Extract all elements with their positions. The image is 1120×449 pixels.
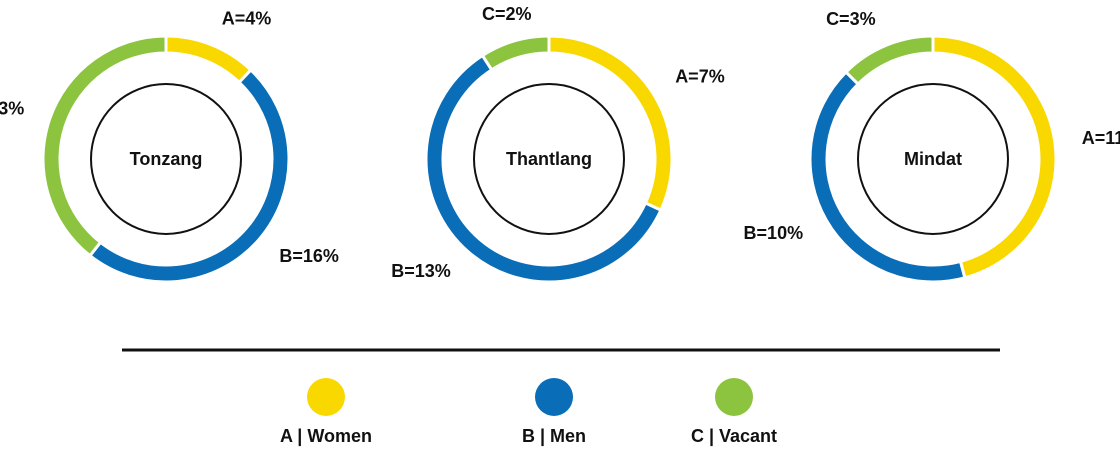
chart-title: Thantlang: [506, 149, 592, 169]
value-label: A=7%: [675, 67, 725, 87]
legend-swatch: [535, 378, 573, 416]
legend-label: B | Men: [522, 426, 586, 446]
chart-title: Tonzang: [130, 149, 203, 169]
value-label: A=4%: [222, 8, 272, 28]
donut-segment: [41, 34, 168, 258]
value-label: C=3%: [826, 9, 876, 29]
value-label: C=13%: [0, 99, 24, 119]
value-label: B=13%: [391, 261, 451, 281]
donut-segment: [164, 34, 254, 85]
donut-segment: [480, 34, 551, 72]
chart-title: Mindat: [904, 149, 962, 169]
value-label: B=16%: [279, 246, 339, 266]
center-circle: [90, 83, 242, 235]
legend-label: A | Women: [280, 426, 372, 446]
value-label: A=11%: [1082, 128, 1120, 148]
legend-label: C | Vacant: [691, 426, 777, 446]
center-circle: [857, 83, 1009, 235]
legend-swatch: [715, 378, 753, 416]
value-label: C=2%: [482, 4, 532, 24]
center-circle: [473, 83, 625, 235]
legend-swatch: [307, 378, 345, 416]
value-label: B=10%: [744, 223, 804, 243]
donut-segment: [843, 34, 935, 87]
